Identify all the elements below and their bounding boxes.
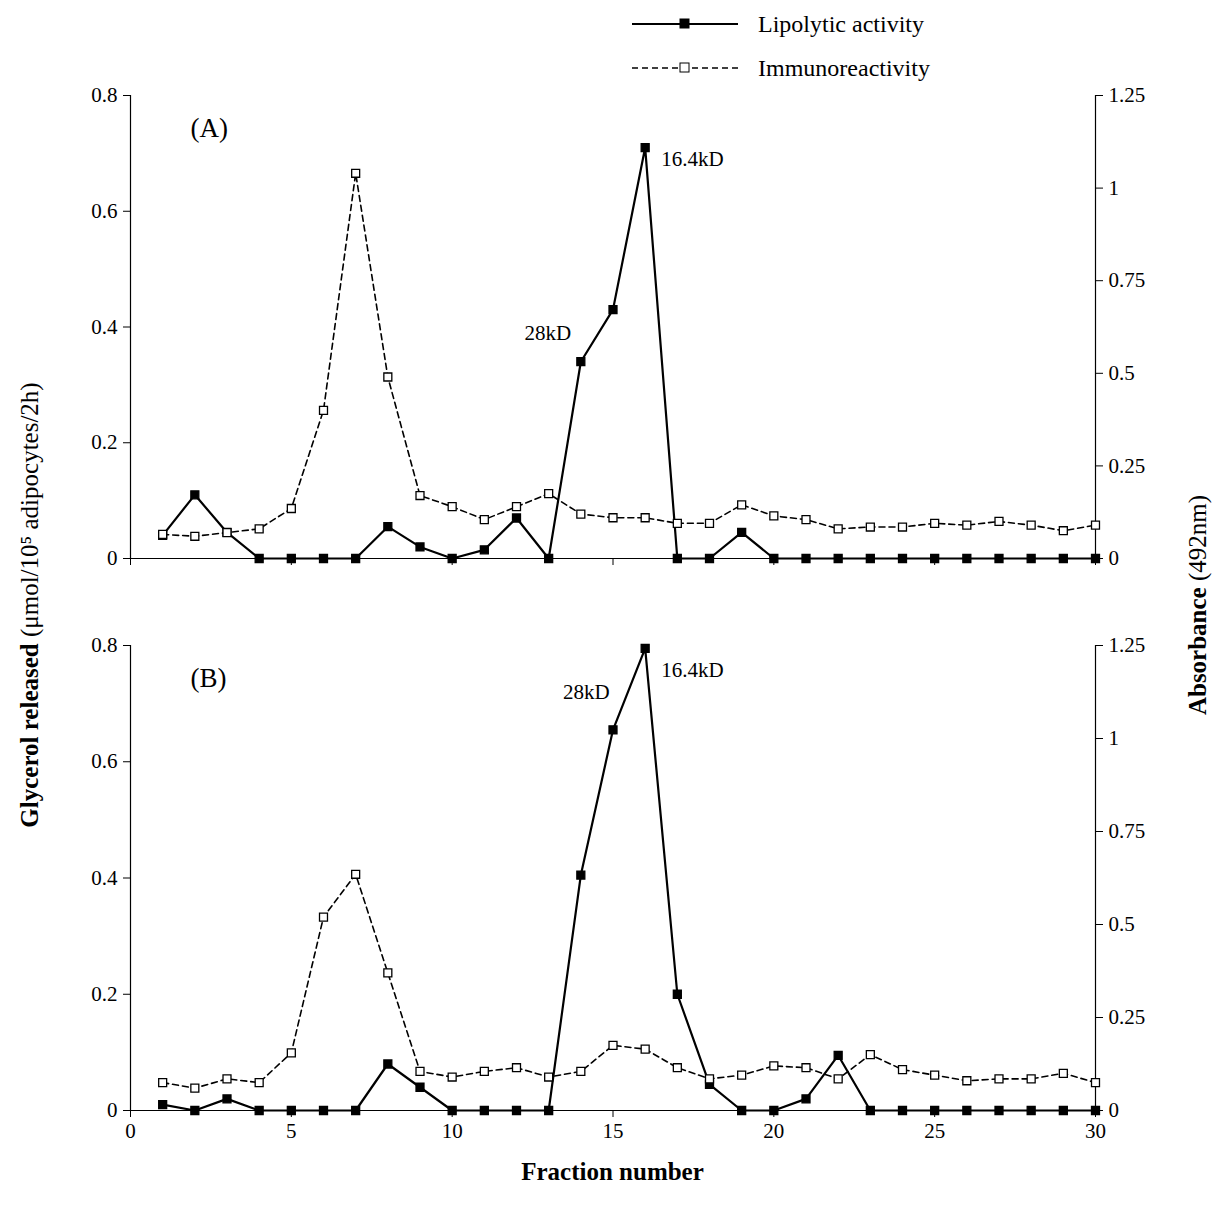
svg-text:20: 20 — [763, 1119, 784, 1143]
html-text:(492nm): (492nm) — [1184, 494, 1211, 588]
svg-text:0: 0 — [1109, 546, 1120, 570]
html-text:Glycerol released: Glycerol released — [16, 643, 43, 828]
svg-text:16.4kD: 16.4kD — [661, 658, 723, 682]
svg-text:1.25: 1.25 — [1109, 83, 1146, 107]
html-text:(μmol/10⁵ adipocytes/2h): (μmol/10⁵ adipocytes/2h) — [16, 382, 43, 644]
svg-text:0.75: 0.75 — [1109, 268, 1146, 292]
svg-text:0: 0 — [125, 1119, 136, 1143]
svg-text:0.8: 0.8 — [91, 633, 117, 657]
svg-text:5: 5 — [286, 1119, 297, 1143]
svg-text:0.2: 0.2 — [91, 430, 117, 454]
svg-text:30: 30 — [1085, 1119, 1106, 1143]
svg-text:(B): (B) — [191, 663, 227, 693]
svg-text:0.5: 0.5 — [1109, 912, 1135, 936]
html-text:Lipolytic activity: Lipolytic activity — [758, 10, 924, 37]
svg-text:0.4: 0.4 — [91, 866, 118, 890]
svg-text:0.6: 0.6 — [91, 199, 117, 223]
svg-text:1.25: 1.25 — [1109, 633, 1146, 657]
svg-text:15: 15 — [603, 1119, 624, 1143]
svg-text:1: 1 — [1109, 176, 1120, 200]
svg-text:0.8: 0.8 — [91, 83, 117, 107]
svg-text:0.4: 0.4 — [91, 315, 118, 339]
html-text:Absorbance: Absorbance — [1184, 587, 1211, 716]
svg-text:1: 1 — [1109, 726, 1120, 750]
svg-text:10: 10 — [442, 1119, 463, 1143]
svg-text:0.25: 0.25 — [1109, 454, 1146, 478]
svg-text:0: 0 — [107, 546, 118, 570]
svg-text:0.2: 0.2 — [91, 982, 117, 1006]
svg-text:0.75: 0.75 — [1109, 819, 1146, 843]
svg-text:(A): (A) — [191, 113, 228, 143]
svg-text:0: 0 — [107, 1098, 118, 1122]
svg-text:28kD: 28kD — [525, 321, 572, 345]
svg-text:0.6: 0.6 — [91, 749, 117, 773]
html-text:Immunoreactivity: Immunoreactivity — [758, 54, 930, 81]
html-text:Fraction number: Fraction number — [521, 1158, 704, 1185]
svg-text:0.25: 0.25 — [1109, 1005, 1146, 1029]
svg-text:16.4kD: 16.4kD — [661, 147, 723, 171]
svg-text:0.5: 0.5 — [1109, 361, 1135, 385]
svg-text:28kD: 28kD — [563, 680, 610, 704]
svg-text:0: 0 — [1109, 1098, 1120, 1122]
svg-text:25: 25 — [924, 1119, 945, 1143]
